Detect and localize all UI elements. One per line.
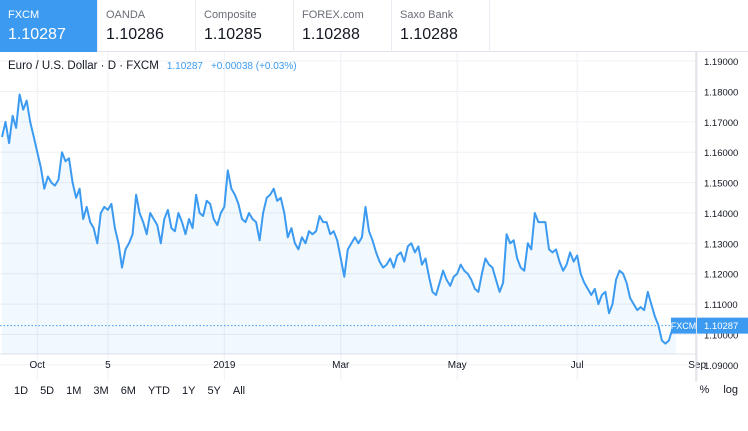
tab-name: FOREX.com [302, 9, 364, 21]
range-1m-button[interactable]: 1M [66, 385, 82, 397]
log-scale-toggle[interactable]: log [723, 384, 738, 396]
y-tick-label: 1.11000 [704, 300, 738, 311]
last-series-tag [671, 317, 696, 334]
scale-options: % log [700, 384, 738, 396]
range-buttons: 1D 5D 1M 3M 6M YTD 1Y 5Y All [8, 384, 251, 398]
tab-oanda[interactable]: OANDA 1.10286 [98, 0, 196, 52]
last-price-value: 1.10287 [704, 321, 738, 332]
tab-price: 1.10288 [400, 26, 458, 43]
y-tick-label: 1.09000 [704, 361, 738, 372]
range-toolbar: 1D 5D 1M 3M 6M YTD 1Y 5Y All % log [0, 380, 748, 431]
tab-price: 1.10286 [106, 26, 164, 43]
tab-forex-com[interactable]: FOREX.com 1.10288 [294, 0, 392, 52]
y-tick-label: 1.15000 [704, 179, 738, 190]
tab-saxo-bank[interactable]: Saxo Bank 1.10288 [392, 0, 490, 52]
tab-name: OANDA [106, 9, 146, 21]
tab-fxcm[interactable]: FXCM 1.10287 [0, 0, 98, 52]
chart-canvas[interactable]: 1.19000 1.18000 1.17000 1.16000 1.15000 1.140… [0, 52, 748, 382]
range-3m-button[interactable]: 3M [93, 385, 109, 397]
range-ytd-button[interactable]: YTD [147, 385, 170, 397]
range-6m-button[interactable]: 6M [120, 385, 136, 397]
price-change: +0.00038 (+0.03%) [210, 61, 297, 72]
y-tick-label: 1.17000 [704, 118, 738, 129]
range-1y-button[interactable]: 1Y [181, 385, 196, 397]
last-price-tag [697, 317, 748, 334]
x-tick-label: 5 [105, 360, 111, 371]
y-tick-label: 1.14000 [704, 209, 738, 220]
percent-scale-toggle[interactable]: % [699, 384, 710, 396]
tab-price: 1.10288 [302, 26, 360, 43]
y-tick-label: 1.13000 [704, 239, 738, 250]
y-tick-label: 1.10000 [704, 330, 738, 341]
last-price: 1.10287 [166, 61, 203, 72]
tab-price: 1.10287 [8, 26, 66, 43]
x-tick-label: 2019 [213, 360, 236, 371]
price-chart[interactable]: 1.19000 1.18000 1.17000 1.16000 1.15000 1.140… [0, 52, 748, 382]
tab-name: Composite [204, 9, 257, 21]
area-fill [2, 94, 676, 354]
symbol-title: Euro / U.S. Dollar · D · FXCM [8, 60, 159, 72]
x-tick-label: Oct [30, 360, 46, 371]
exchange-tabs: FXCM 1.10287 OANDA 1.10286 Composite 1.1… [0, 0, 748, 52]
range-5d-button[interactable]: 5D [40, 385, 55, 397]
x-tick-label: Mar [332, 360, 350, 371]
range-5y-button[interactable]: 5Y [207, 385, 221, 397]
x-tick-label: May [448, 360, 467, 371]
tab-name: FXCM [8, 9, 40, 21]
tab-name: Saxo Bank [400, 9, 454, 21]
y-tick-label: 1.16000 [704, 148, 738, 159]
last-series-name: FXCM [671, 321, 697, 331]
y-tick-label: 1.12000 [704, 270, 738, 281]
range-all-button[interactable]: All [232, 385, 246, 397]
tab-price: 1.10285 [204, 26, 262, 43]
chart-legend: Euro / U.S. Dollar · D · FXCM 1.10287 +0… [8, 60, 297, 72]
x-tick-label: Jul [571, 360, 584, 371]
price-series-line [1, 93, 677, 345]
range-1d-button[interactable]: 1D [14, 385, 29, 397]
y-tick-label: 1.18000 [704, 87, 738, 98]
y-tick-label: 1.19000 [704, 57, 738, 68]
tab-composite[interactable]: Composite 1.10285 [196, 0, 294, 52]
x-tick-label: Sep [688, 360, 706, 371]
